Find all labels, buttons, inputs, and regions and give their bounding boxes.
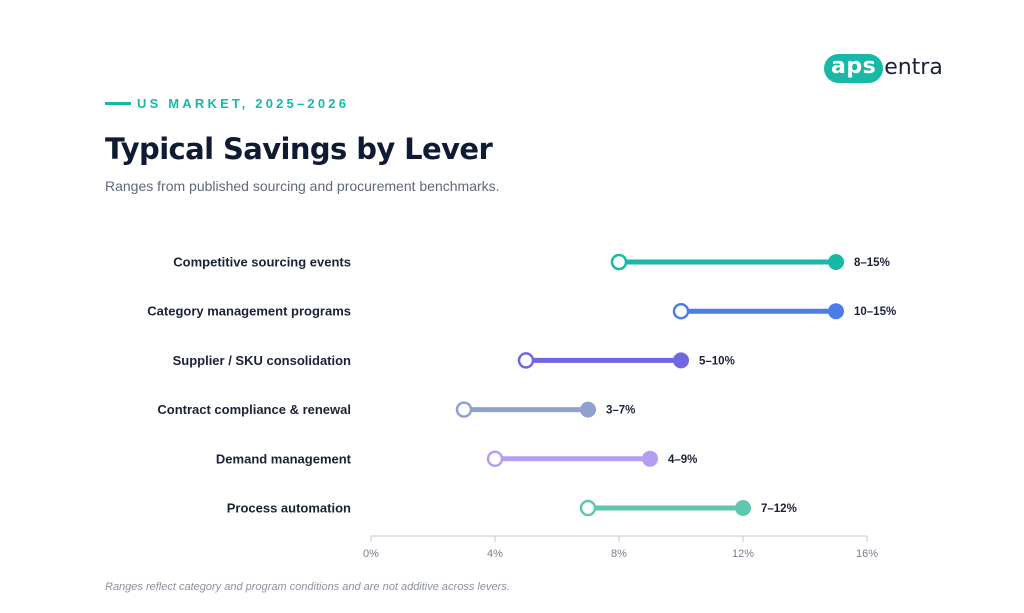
value-label: 3–7% xyxy=(606,405,635,417)
logo-pill: aps xyxy=(824,53,884,83)
logo-wordmark: entra xyxy=(884,55,943,80)
row-label: Contract compliance & renewal xyxy=(157,402,351,417)
value-label: 7–12% xyxy=(761,503,797,515)
x-tick-label: 16% xyxy=(856,548,878,560)
x-tick-label: 12% xyxy=(732,548,754,560)
high-point xyxy=(735,500,751,516)
x-tick-label: 8% xyxy=(611,548,627,560)
high-point xyxy=(828,254,844,270)
high-point xyxy=(673,352,689,369)
eyebrow: US MARKET, 2025–2026 xyxy=(105,96,349,111)
brand-logo: aps entra xyxy=(824,52,943,84)
chart-title: Typical Savings by Lever xyxy=(105,132,493,166)
eyebrow-text: US MARKET, 2025–2026 xyxy=(137,96,350,111)
row-label: Category management programs xyxy=(147,304,351,319)
eyebrow-rule xyxy=(105,102,131,105)
row-label: Competitive sourcing events xyxy=(173,255,351,270)
high-point xyxy=(642,450,658,467)
high-point xyxy=(828,303,844,320)
x-tick-label: 0% xyxy=(363,548,379,560)
x-tick-label: 4% xyxy=(487,548,503,560)
footnote: Ranges reflect category and program cond… xyxy=(105,581,510,593)
chart-subtitle: Ranges from published sourcing and procu… xyxy=(105,178,500,194)
low-point xyxy=(486,450,504,468)
row-label: Process automation xyxy=(227,501,351,516)
row-label: Demand management xyxy=(216,451,352,466)
low-point xyxy=(579,499,597,517)
value-label: 4–9% xyxy=(668,454,697,466)
low-point xyxy=(455,401,473,418)
value-label: 5–10% xyxy=(699,355,735,367)
value-label: 8–15% xyxy=(854,257,890,269)
high-point xyxy=(580,401,596,418)
low-point xyxy=(517,352,535,369)
low-point xyxy=(672,302,690,320)
low-point xyxy=(610,253,628,271)
value-label: 10–15% xyxy=(854,306,896,318)
row-label: Supplier / SKU consolidation xyxy=(173,353,351,368)
